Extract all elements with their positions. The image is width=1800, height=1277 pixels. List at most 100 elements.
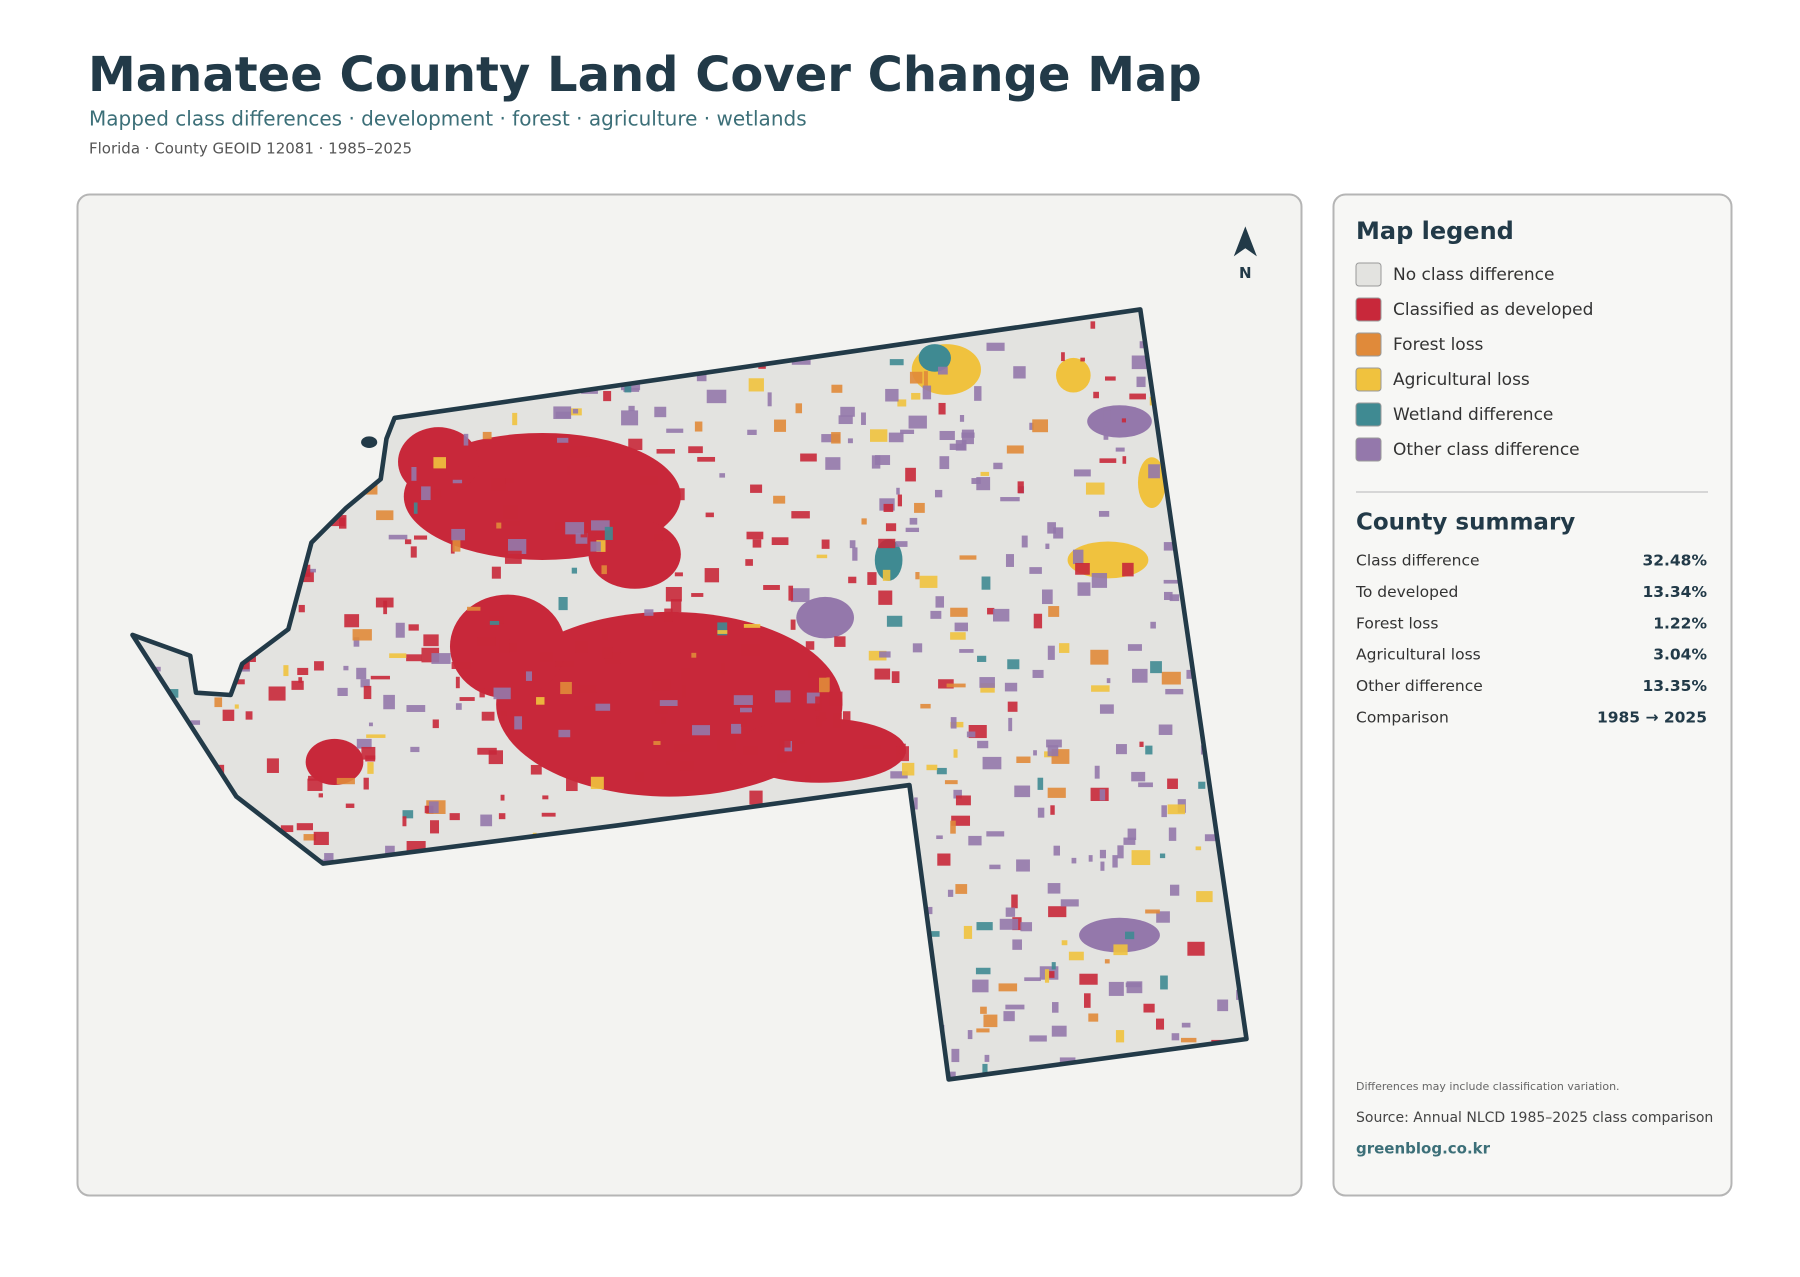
change-speck xyxy=(937,853,951,866)
summary-label: Other difference xyxy=(1356,677,1483,695)
change-speck xyxy=(363,777,369,790)
change-speck xyxy=(788,585,794,601)
change-speck xyxy=(352,629,372,641)
change-speck xyxy=(987,607,995,615)
change-speck xyxy=(353,637,360,647)
change-speck xyxy=(743,745,758,756)
change-speck xyxy=(1131,850,1151,866)
legend-label: Other class difference xyxy=(1393,440,1580,460)
change-speck xyxy=(805,774,812,783)
summary-label: Agricultural loss xyxy=(1356,646,1481,664)
change-speck xyxy=(367,762,374,774)
change-speck xyxy=(1091,573,1108,588)
change-speck xyxy=(603,391,612,402)
change-speck xyxy=(1115,744,1127,755)
change-speck xyxy=(406,654,422,662)
change-speck xyxy=(479,688,485,698)
change-speck xyxy=(897,494,903,507)
change-speck xyxy=(849,540,856,549)
change-speck xyxy=(1029,1035,1047,1042)
change-speck xyxy=(776,753,787,764)
change-speck xyxy=(1033,613,1043,629)
change-speck xyxy=(665,586,682,602)
change-speck xyxy=(536,697,545,705)
change-speck xyxy=(816,554,828,559)
change-speck xyxy=(1077,582,1091,596)
change-speck xyxy=(539,651,554,662)
legend-title: Map legend xyxy=(1356,217,1514,245)
change-speck xyxy=(1090,649,1109,665)
change-speck xyxy=(951,1048,960,1063)
change-speck xyxy=(291,680,304,690)
change-speck xyxy=(954,622,968,632)
change-speck xyxy=(553,406,572,420)
legend-label: Classified as developed xyxy=(1393,300,1593,320)
developed-patch xyxy=(305,738,364,786)
change-speck xyxy=(902,762,915,776)
change-speck xyxy=(874,668,891,680)
change-speck xyxy=(1168,827,1177,841)
change-speck xyxy=(541,812,556,817)
summary-value: 13.35% xyxy=(1642,677,1707,695)
change-speck xyxy=(1005,554,1014,567)
change-speck xyxy=(980,683,995,693)
change-speck xyxy=(324,853,334,865)
change-speck xyxy=(993,608,1010,622)
change-speck xyxy=(705,512,714,518)
change-speck xyxy=(406,705,426,712)
legend-swatch xyxy=(1355,297,1382,322)
change-speck xyxy=(509,710,523,717)
change-speck xyxy=(1085,482,1105,495)
change-speck xyxy=(1163,579,1182,584)
change-speck xyxy=(1053,845,1061,856)
summary-value: 32.48% xyxy=(1642,552,1707,570)
change-speck xyxy=(934,489,943,498)
change-speck xyxy=(308,775,323,781)
change-speck xyxy=(560,681,572,695)
change-speck xyxy=(660,716,666,725)
change-speck xyxy=(459,697,475,701)
change-speck xyxy=(947,889,954,897)
change-speck xyxy=(1024,977,1041,982)
change-speck xyxy=(514,716,523,730)
change-speck xyxy=(741,644,760,657)
change-speck xyxy=(307,778,323,791)
change-speck xyxy=(1167,804,1186,815)
change-speck xyxy=(360,679,370,688)
summary-value: 13.34% xyxy=(1642,583,1707,601)
change-speck xyxy=(406,841,426,852)
change-speck xyxy=(821,539,830,549)
patches xyxy=(132,309,1247,1080)
change-speck xyxy=(989,864,1001,870)
change-speck xyxy=(344,614,360,628)
change-speck xyxy=(746,531,764,540)
agricultural-patch xyxy=(1056,357,1091,393)
change-speck xyxy=(743,623,761,628)
change-speck xyxy=(411,466,417,481)
change-speck xyxy=(740,707,752,713)
change-speck xyxy=(968,835,982,846)
change-speck xyxy=(955,795,971,806)
change-speck xyxy=(1079,973,1098,985)
change-speck xyxy=(950,721,964,728)
change-speck xyxy=(1161,671,1181,685)
change-speck xyxy=(691,593,704,597)
other-patch xyxy=(1079,917,1160,953)
change-speck xyxy=(986,831,1005,837)
change-speck xyxy=(1125,931,1135,940)
other-patch xyxy=(796,596,854,639)
change-speck xyxy=(1073,469,1091,477)
change-speck xyxy=(558,729,571,738)
change-speck xyxy=(986,342,1005,351)
change-speck xyxy=(982,1063,988,1074)
change-speck xyxy=(402,810,414,819)
change-speck xyxy=(1122,456,1127,464)
change-speck xyxy=(731,723,742,734)
change-speck xyxy=(883,503,894,512)
change-speck xyxy=(1198,781,1206,789)
change-speck xyxy=(1020,922,1033,932)
change-speck xyxy=(936,835,943,840)
change-speck xyxy=(190,720,201,725)
change-speck xyxy=(972,979,989,993)
